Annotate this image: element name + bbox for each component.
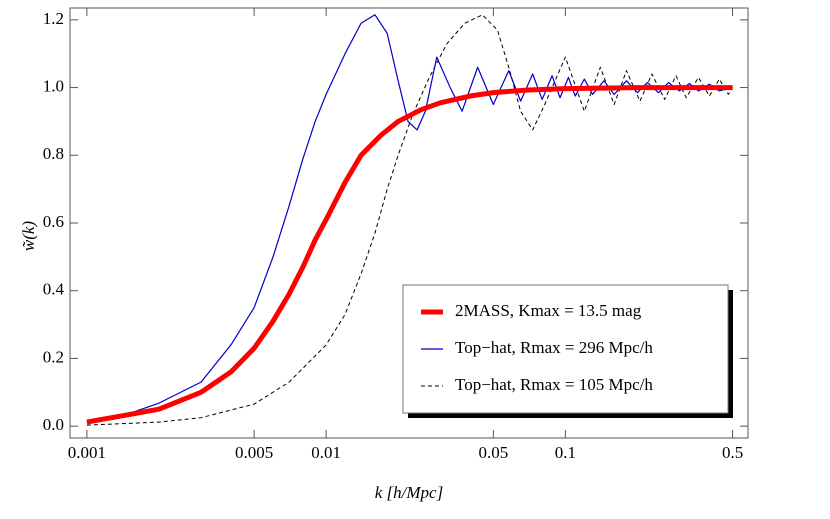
y-tick-label: 0.8 [43,144,64,163]
x-tick-label: 0.01 [311,443,341,462]
x-tick-label: 0.001 [68,443,106,462]
legend-label: Top−hat, Rmax = 296 Mpc/h [455,338,653,357]
x-axis-label: k [h/Mpc] [375,483,443,502]
x-tick-label: 0.005 [235,443,273,462]
x-tick-label: 0.1 [555,443,576,462]
x-tick-label: 0.5 [722,443,743,462]
legend-label: Top−hat, Rmax = 105 Mpc/h [455,375,653,394]
y-tick-label: 1.2 [43,9,64,28]
y-tick-label: 0.2 [43,347,64,366]
y-tick-label: 0.6 [43,212,64,231]
y-tick-label: 0.4 [43,280,65,299]
x-tick-label: 0.05 [478,443,508,462]
y-axis-label: w̃(k) [19,221,38,252]
legend-label: 2MASS, Kmax = 13.5 mag [455,301,642,320]
legend-box [402,284,729,414]
series-line [86,85,733,425]
y-tick-label: 1.0 [43,76,64,95]
y-tick-label: 0.0 [43,415,64,434]
